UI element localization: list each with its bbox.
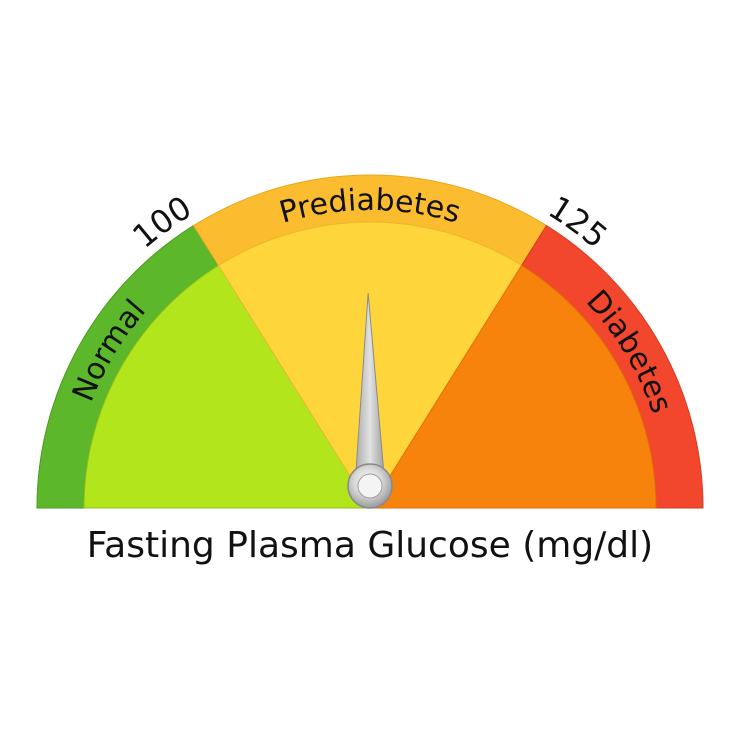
normal-zone-fill (83, 264, 371, 509)
gauge-caption: Fasting Plasma Glucose (mg/dl) (86, 525, 654, 566)
needle-hub-center (357, 473, 383, 499)
diabetes-zone-fill (369, 264, 657, 509)
